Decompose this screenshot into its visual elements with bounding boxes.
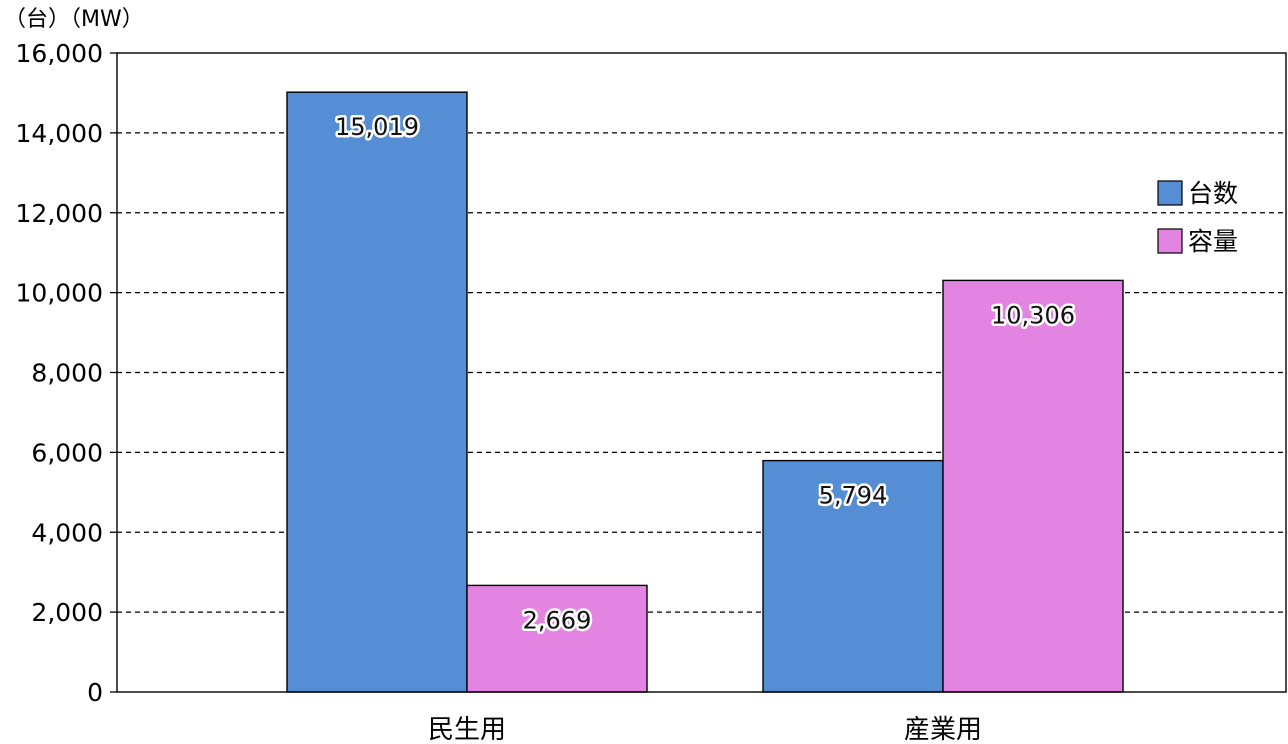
data-label: 10,306: [991, 301, 1075, 329]
bar: [762, 459, 944, 693]
legend-swatch-capacity: [1157, 228, 1183, 254]
bar: [942, 279, 1124, 693]
legend-label-units: 台数: [1188, 179, 1238, 208]
data-label: 2,669: [523, 606, 592, 634]
bar: [286, 91, 468, 693]
y-tick-label: 16,000: [16, 39, 103, 68]
axes: [116, 52, 1287, 693]
y-tick-label: 4,000: [31, 518, 103, 547]
data-labels: 15,019 2,669 5,794 10,306: [333, 111, 1078, 637]
x-category-label: 産業用: [904, 715, 982, 744]
x-category-label: 民生用: [428, 715, 506, 744]
legend: 台数 容量: [1157, 179, 1238, 256]
data-label: 15,019: [335, 113, 419, 141]
bar: [466, 584, 648, 693]
x-axis-categories: 民生用 産業用: [428, 715, 982, 744]
y-tick-label: 14,000: [16, 119, 103, 148]
y-tick-label: 10,000: [16, 279, 103, 308]
bars: [286, 91, 1124, 693]
y-axis-unit-label: （台）（MW）: [4, 7, 144, 32]
plot-frame: [116, 52, 1287, 693]
y-tick-label: 0: [87, 678, 103, 707]
y-axis-ticks: 0 2,000 4,000 6,000 8,000 10,000 12,000 14,000 1…: [16, 39, 117, 707]
y-tick-label: 8,000: [31, 359, 103, 388]
legend-swatch-units: [1157, 180, 1183, 206]
legend-label-capacity: 容量: [1188, 227, 1238, 256]
data-label: 5,794: [819, 482, 888, 510]
y-tick-label: 2,000: [31, 598, 103, 627]
y-tick-label: 12,000: [16, 199, 103, 228]
y-tick-label: 6,000: [31, 438, 103, 467]
